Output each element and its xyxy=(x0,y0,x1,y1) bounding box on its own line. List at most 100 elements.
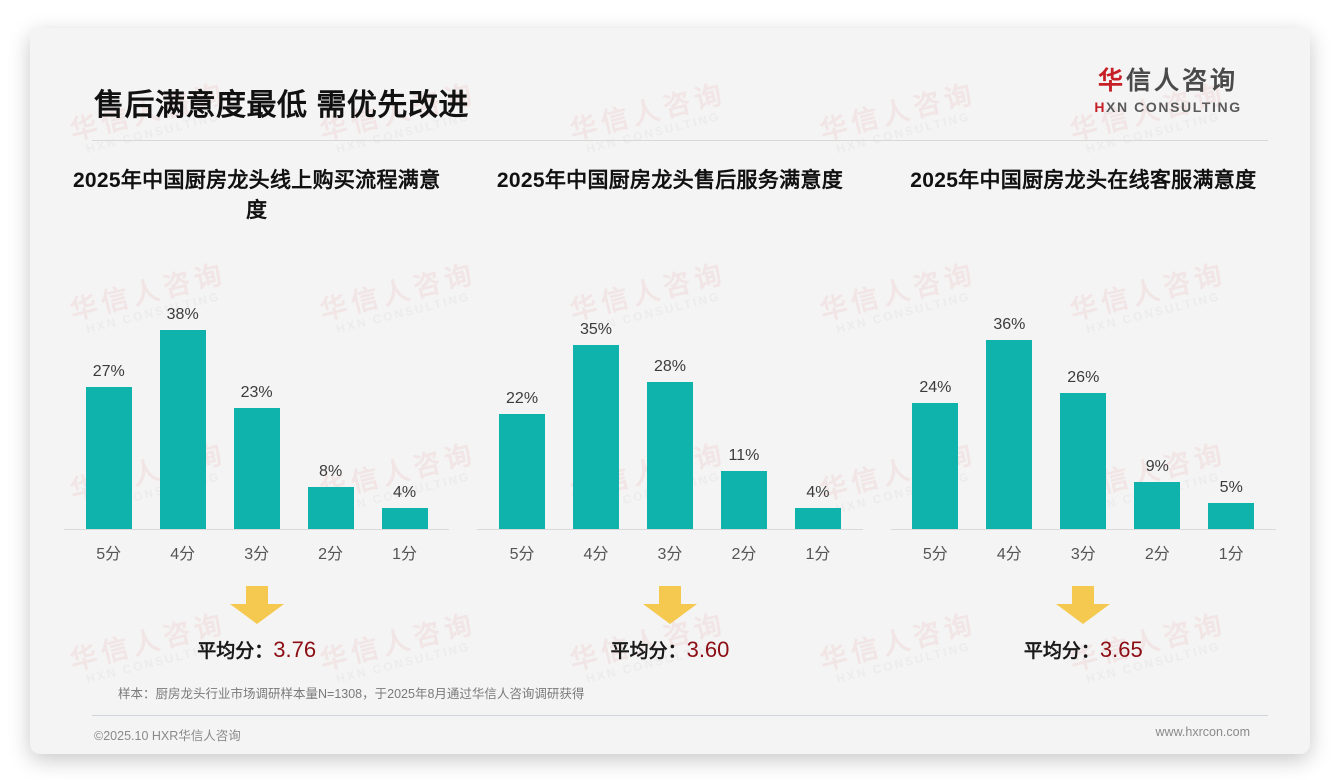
bar[interactable] xyxy=(986,340,1033,529)
category-label: 5分 xyxy=(96,546,122,563)
plot-area: 27% 38% 23% 8% 4% 5分 4分 3分 2分 1分 xyxy=(64,294,450,563)
logo-accent-char: 华 xyxy=(1097,67,1126,95)
down-arrow-icon xyxy=(1056,586,1111,624)
chart-panel-3: 2025年中国厨房龙头在线客服满意度 24% 36% 26% 9% 5% 5分 4分 3分 2分 1… xyxy=(877,166,1290,676)
chart-title: 2025年中国厨房龙头在线客服满意度 xyxy=(910,169,1257,192)
category-axis: 5分 4分 3分 2分 1分 xyxy=(901,529,1266,564)
bar-slot[interactable]: 27% xyxy=(74,294,143,529)
website-url: www.hxrcon.com xyxy=(1155,725,1250,739)
bar-slot[interactable]: 5% xyxy=(1197,294,1266,529)
bar-slot[interactable]: 8% xyxy=(296,294,365,529)
bar-slot[interactable]: 36% xyxy=(975,294,1044,529)
brand-logo: 华信人咨询 HXN CONSULTING xyxy=(1068,67,1268,115)
chart-title: 2025年中国厨房龙头售后服务满意度 xyxy=(496,169,844,192)
average-score-text: 平均分：3.65 xyxy=(877,636,1290,663)
average-score-block: 平均分：3.76 xyxy=(50,586,463,663)
logo-en-accent-char: H xyxy=(1094,98,1107,115)
logo-chinese-text: 华信人咨询 xyxy=(1068,67,1268,96)
category-label: 4分 xyxy=(170,546,196,563)
average-score-prefix: 平均分： xyxy=(1023,641,1100,662)
logo-chinese-rest: 信人咨询 xyxy=(1126,67,1239,95)
category-label: 1分 xyxy=(1218,546,1244,563)
plot-area: 24% 36% 26% 9% 5% 5分 4分 3分 2分 1分 xyxy=(890,294,1276,563)
average-score-text: 平均分：3.60 xyxy=(463,636,876,663)
average-score-block: 平均分：3.65 xyxy=(877,586,1290,663)
chart-panel-2: 2025年中国厨房龙头售后服务满意度 22% 35% 28% 11% 4% 5分 4分 3分 2分… xyxy=(463,166,876,676)
bar-value-label: 27% xyxy=(92,363,125,380)
bar-slot[interactable]: 9% xyxy=(1123,294,1192,529)
bar[interactable] xyxy=(381,508,428,529)
logo-en-rest: XN CONSULTING xyxy=(1106,98,1242,115)
footer-divider xyxy=(92,715,1268,716)
bar[interactable] xyxy=(307,487,354,529)
bar[interactable] xyxy=(912,403,959,529)
category-label: 2分 xyxy=(731,546,757,563)
bar-value-label: 4% xyxy=(806,484,830,501)
category-label: 1分 xyxy=(392,546,418,563)
header-divider xyxy=(92,140,1268,141)
chart-title: 2025年中国厨房龙头线上购买流程满意度 xyxy=(72,169,441,223)
average-score-value: 3.65 xyxy=(1099,637,1143,662)
bar-slot[interactable]: 11% xyxy=(709,294,778,529)
average-score-prefix: 平均分： xyxy=(197,641,274,662)
charts-row: 2025年中国厨房龙头线上购买流程满意度 27% 38% 23% 8% 4% 5分 4分 3分 2… xyxy=(50,166,1290,676)
bar-slot[interactable]: 26% xyxy=(1049,294,1118,529)
bar-value-label: 22% xyxy=(506,390,539,407)
bar-value-label: 26% xyxy=(1067,369,1100,386)
bar-slot[interactable]: 4% xyxy=(370,294,439,529)
category-label: 1分 xyxy=(805,546,831,563)
category-label: 4分 xyxy=(583,546,609,563)
bar[interactable] xyxy=(1060,393,1107,529)
bar[interactable] xyxy=(720,471,767,529)
bar[interactable] xyxy=(573,345,619,529)
bar-value-label: 11% xyxy=(728,447,760,464)
category-label: 5分 xyxy=(922,546,948,563)
bar-value-label: 4% xyxy=(393,484,417,501)
bar-value-label: 5% xyxy=(1219,479,1243,496)
bar-value-label: 23% xyxy=(240,384,273,401)
bar[interactable] xyxy=(499,414,546,529)
bar-slot[interactable]: 28% xyxy=(635,294,704,529)
bar[interactable] xyxy=(159,330,206,529)
down-arrow-icon xyxy=(229,586,284,624)
category-axis: 5分 4分 3分 2分 1分 xyxy=(74,529,439,564)
category-axis: 5分 4分 3分 2分 1分 xyxy=(487,529,852,564)
average-score-value: 3.60 xyxy=(686,637,730,662)
bar-value-label: 24% xyxy=(919,379,952,396)
bar-slot[interactable]: 23% xyxy=(222,294,291,529)
average-score-block: 平均分：3.60 xyxy=(463,586,876,663)
copyright-text: ©2025.10 HXR华信人咨询 xyxy=(94,729,241,743)
average-score-text: 平均分：3.76 xyxy=(50,636,463,663)
category-label: 3分 xyxy=(244,546,270,563)
bar-group: 27% 38% 23% 8% 4% xyxy=(74,294,439,529)
bar-value-label: 36% xyxy=(993,316,1026,333)
category-label: 2分 xyxy=(1144,546,1170,563)
bar-value-label: 38% xyxy=(166,306,199,323)
down-arrow-icon xyxy=(642,586,697,624)
bar-value-label: 35% xyxy=(579,321,613,338)
chart-panel-1: 2025年中国厨房龙头线上购买流程满意度 27% 38% 23% 8% 4% 5分 4分 3分 2… xyxy=(50,166,463,676)
bar-slot[interactable]: 35% xyxy=(561,294,630,529)
bar[interactable] xyxy=(1208,503,1255,529)
plot-area: 22% 35% 28% 11% 4% 5分 4分 3分 2分 1分 xyxy=(477,294,863,563)
page-title: 售后满意度最低 需优先改进 xyxy=(94,89,469,122)
category-label: 3分 xyxy=(1070,546,1096,563)
bar-slot[interactable]: 24% xyxy=(901,294,970,529)
bar-slot[interactable]: 22% xyxy=(487,294,556,529)
bar-group: 22% 35% 28% 11% 4% xyxy=(487,294,852,529)
bar[interactable] xyxy=(1134,482,1181,529)
bar-group: 24% 36% 26% 9% 5% xyxy=(901,294,1266,529)
bar-value-label: 28% xyxy=(653,358,686,375)
bar-slot[interactable]: 4% xyxy=(783,294,852,529)
bar[interactable] xyxy=(85,387,132,529)
bar-slot[interactable]: 38% xyxy=(148,294,217,529)
source-footnote: 样本：厨房龙头行业市场调研样本量N=1308，于2025年8月通过华信人咨询调研… xyxy=(118,687,585,701)
slide-card: 华信人咨询 HXN CONSULTING 华信人咨询 HXN CONSULTING 华信… xyxy=(30,28,1310,754)
bar[interactable] xyxy=(794,508,841,529)
category-label: 2分 xyxy=(318,546,344,563)
category-label: 5分 xyxy=(509,546,535,563)
category-label: 4分 xyxy=(996,546,1022,563)
bar[interactable] xyxy=(646,382,693,529)
average-score-value: 3.76 xyxy=(273,637,317,662)
bar[interactable] xyxy=(233,408,280,529)
